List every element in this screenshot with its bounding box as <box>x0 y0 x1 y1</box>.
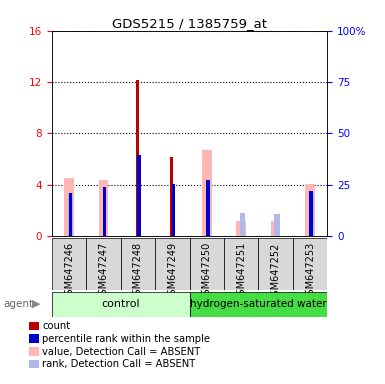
Text: GSM647246: GSM647246 <box>64 242 74 301</box>
Bar <box>202 150 212 236</box>
Bar <box>172 184 175 236</box>
Bar <box>258 238 293 290</box>
Text: agent: agent <box>4 299 34 309</box>
Text: GSM647249: GSM647249 <box>167 242 177 301</box>
Bar <box>271 221 280 236</box>
Bar <box>64 179 74 236</box>
Text: control: control <box>102 299 140 310</box>
Bar <box>189 292 327 317</box>
Text: GSM647253: GSM647253 <box>305 242 315 301</box>
Bar <box>68 194 73 236</box>
Bar <box>52 292 189 317</box>
Text: percentile rank within the sample: percentile rank within the sample <box>42 334 210 344</box>
Bar <box>189 238 224 290</box>
Bar <box>309 194 314 236</box>
Title: GDS5215 / 1385759_at: GDS5215 / 1385759_at <box>112 17 267 30</box>
Text: value, Detection Call = ABSENT: value, Detection Call = ABSENT <box>42 347 201 357</box>
Bar <box>206 180 210 236</box>
Bar <box>275 214 280 236</box>
Text: GSM647250: GSM647250 <box>202 242 212 301</box>
Bar <box>310 191 313 236</box>
Text: GSM647248: GSM647248 <box>133 242 143 301</box>
Text: count: count <box>42 321 70 331</box>
Bar <box>170 157 173 236</box>
Bar <box>240 213 245 236</box>
Bar <box>136 79 139 236</box>
Text: GSM647247: GSM647247 <box>99 242 109 301</box>
Bar <box>52 238 86 290</box>
Text: ▶: ▶ <box>32 299 40 309</box>
Text: rank, Detection Call = ABSENT: rank, Detection Call = ABSENT <box>42 359 196 369</box>
Bar <box>155 238 190 290</box>
Bar <box>121 238 155 290</box>
Bar <box>236 221 246 236</box>
Text: GSM647251: GSM647251 <box>236 242 246 301</box>
Text: hydrogen-saturated water: hydrogen-saturated water <box>190 299 327 310</box>
Bar <box>86 238 121 290</box>
Bar <box>99 180 109 236</box>
Text: GSM647252: GSM647252 <box>271 242 281 301</box>
Bar <box>305 184 315 236</box>
Bar <box>103 187 107 236</box>
Bar <box>293 238 327 290</box>
Bar <box>224 238 258 290</box>
Bar <box>137 155 141 236</box>
Bar <box>69 192 72 236</box>
